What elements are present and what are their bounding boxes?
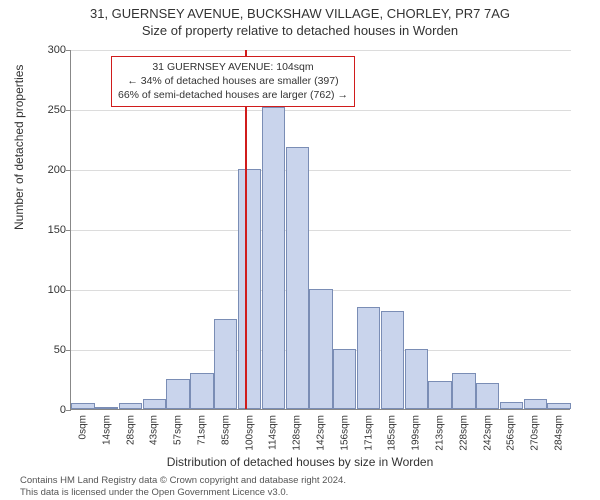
histogram-bar	[405, 349, 428, 409]
xtick-label: 199sqm	[411, 415, 422, 451]
xtick-label: 114sqm	[268, 415, 279, 450]
ytick-label: 250	[26, 104, 66, 116]
histogram-bar	[452, 373, 475, 409]
xtick-label: 14sqm	[101, 415, 112, 445]
histogram-bar	[547, 403, 570, 409]
xtick-label: 100sqm	[244, 415, 255, 451]
ytick-label: 150	[26, 224, 66, 236]
x-axis-label: Distribution of detached houses by size …	[0, 455, 600, 469]
histogram-bar	[214, 319, 237, 409]
xtick-label: 256sqm	[506, 415, 517, 451]
footer-line2: This data is licensed under the Open Gov…	[20, 487, 288, 498]
histogram-bar	[71, 403, 94, 409]
callout-line2: ← 34% of detached houses are smaller (39…	[118, 74, 348, 88]
title-sub: Size of property relative to detached ho…	[0, 23, 600, 40]
xtick-label: 128sqm	[292, 415, 303, 451]
callout-line1: 31 GUERNSEY AVENUE: 104sqm	[118, 60, 348, 74]
histogram-bar	[500, 402, 523, 409]
footer-line1: Contains HM Land Registry data © Crown c…	[20, 475, 346, 486]
xtick-label: 213sqm	[435, 415, 446, 451]
xtick-label: 156sqm	[339, 415, 350, 451]
ytick-mark	[66, 170, 71, 171]
gridline	[71, 110, 571, 111]
xtick-label: 284sqm	[554, 415, 565, 451]
callout-box: 31 GUERNSEY AVENUE: 104sqm← 34% of detac…	[111, 56, 355, 107]
histogram-bar	[95, 407, 118, 409]
ytick-mark	[66, 350, 71, 351]
histogram-bar	[524, 399, 547, 409]
histogram-bar	[143, 399, 166, 409]
xtick-label: 171sqm	[363, 415, 374, 451]
xtick-label: 28sqm	[125, 415, 136, 445]
xtick-label: 57sqm	[173, 415, 184, 445]
gridline	[71, 170, 571, 171]
xtick-label: 185sqm	[387, 415, 398, 451]
ytick-label: 300	[26, 44, 66, 56]
histogram-bar	[262, 107, 285, 409]
plot-region: 0501001502002503000sqm14sqm28sqm43sqm57s…	[70, 50, 570, 410]
histogram-bar	[428, 381, 451, 409]
ytick-label: 0	[26, 404, 66, 416]
xtick-label: 242sqm	[482, 415, 493, 451]
footer-attribution: Contains HM Land Registry data © Crown c…	[0, 475, 600, 498]
ytick-mark	[66, 230, 71, 231]
xtick-label: 270sqm	[530, 415, 541, 451]
chart-area: 0501001502002503000sqm14sqm28sqm43sqm57s…	[70, 50, 570, 410]
histogram-bar	[166, 379, 189, 409]
ytick-mark	[66, 290, 71, 291]
ytick-label: 100	[26, 284, 66, 296]
histogram-bar	[381, 311, 404, 409]
histogram-bar	[333, 349, 356, 409]
ytick-label: 200	[26, 164, 66, 176]
histogram-bar	[190, 373, 213, 409]
ytick-mark	[66, 410, 71, 411]
histogram-bar	[476, 383, 499, 409]
gridline	[71, 50, 571, 51]
histogram-bar	[357, 307, 380, 409]
histogram-bar	[286, 147, 309, 409]
ytick-mark	[66, 50, 71, 51]
callout-line3: 66% of semi-detached houses are larger (…	[118, 88, 348, 102]
xtick-label: 0sqm	[77, 415, 88, 439]
ytick-label: 50	[26, 344, 66, 356]
xtick-label: 71sqm	[196, 415, 207, 445]
xtick-label: 43sqm	[149, 415, 160, 445]
histogram-bar	[309, 289, 332, 409]
y-axis-label: Number of detached properties	[12, 65, 26, 230]
title-main: 31, GUERNSEY AVENUE, BUCKSHAW VILLAGE, C…	[0, 6, 600, 23]
ytick-mark	[66, 110, 71, 111]
gridline	[71, 230, 571, 231]
title-block: 31, GUERNSEY AVENUE, BUCKSHAW VILLAGE, C…	[0, 0, 600, 40]
histogram-bar	[238, 169, 261, 409]
histogram-bar	[119, 403, 142, 409]
xtick-label: 85sqm	[220, 415, 231, 445]
xtick-label: 142sqm	[316, 415, 327, 451]
xtick-label: 228sqm	[458, 415, 469, 451]
